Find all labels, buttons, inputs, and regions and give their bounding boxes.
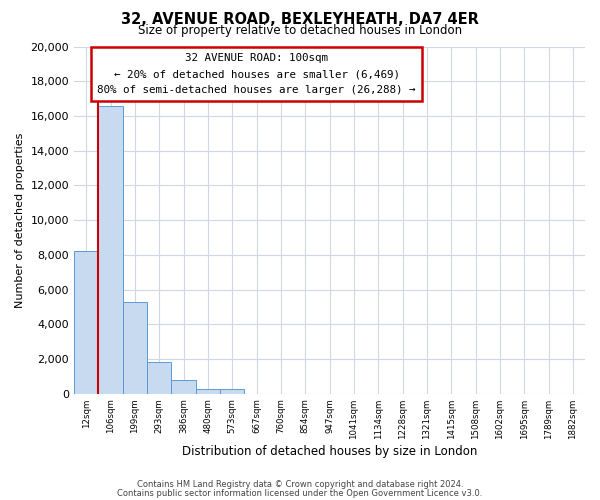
Text: Contains public sector information licensed under the Open Government Licence v3: Contains public sector information licen… <box>118 489 482 498</box>
Text: Size of property relative to detached houses in London: Size of property relative to detached ho… <box>138 24 462 37</box>
Bar <box>147 362 172 394</box>
X-axis label: Distribution of detached houses by size in London: Distribution of detached houses by size … <box>182 444 477 458</box>
Bar <box>98 106 123 394</box>
Text: 32, AVENUE ROAD, BEXLEYHEATH, DA7 4ER: 32, AVENUE ROAD, BEXLEYHEATH, DA7 4ER <box>121 12 479 28</box>
Bar <box>220 389 244 394</box>
Text: Contains HM Land Registry data © Crown copyright and database right 2024.: Contains HM Land Registry data © Crown c… <box>137 480 463 489</box>
Bar <box>172 380 196 394</box>
Bar <box>196 388 220 394</box>
Text: 32 AVENUE ROAD: 100sqm  
← 20% of detached houses are smaller (6,469)
80% of sem: 32 AVENUE ROAD: 100sqm ← 20% of detached… <box>97 54 416 94</box>
Y-axis label: Number of detached properties: Number of detached properties <box>15 132 25 308</box>
Bar <box>123 302 147 394</box>
Bar <box>74 252 98 394</box>
